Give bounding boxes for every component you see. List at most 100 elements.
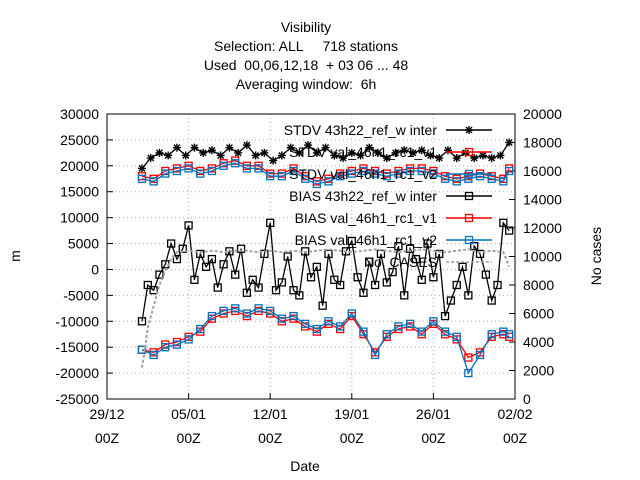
x-tick-label-date: 19/01 [334, 406, 369, 422]
data-point [196, 249, 205, 259]
data-point [499, 177, 508, 186]
data-point [429, 169, 438, 178]
series-2 [137, 159, 514, 189]
data-point [289, 166, 298, 176]
legend-label: STDV val_46h1_rc1_v2 [289, 166, 437, 182]
data-point [417, 146, 426, 155]
legend-label: STDV 43h22_ref_w inter [284, 122, 438, 138]
data-point [356, 151, 365, 160]
data-point [172, 254, 182, 264]
data-point [286, 143, 295, 152]
data-point [199, 148, 208, 157]
legend-label: BIAS 43h22_ref_w inter [289, 188, 437, 204]
data-point [452, 280, 461, 290]
data-point [464, 368, 473, 378]
data-point [254, 304, 263, 313]
data-point [137, 317, 147, 326]
data-point [271, 286, 281, 295]
data-point [321, 143, 330, 152]
data-point [475, 249, 485, 259]
data-point [359, 327, 368, 336]
y2-tick-label: 14000 [523, 192, 562, 208]
data-point [487, 174, 496, 183]
data-point [242, 164, 252, 173]
data-point [219, 260, 228, 269]
data-point [251, 151, 260, 160]
y-tick-label: 25000 [60, 132, 99, 148]
data-point [429, 317, 438, 326]
legend-marker [464, 191, 474, 201]
data-point [411, 254, 421, 264]
data-point [475, 350, 485, 360]
data-point [382, 172, 391, 181]
data-point [435, 154, 444, 163]
data-point [458, 262, 467, 272]
data-point [487, 330, 496, 339]
data-point [359, 166, 368, 176]
x-tick-label-hour: 00Z [421, 430, 446, 446]
data-point [324, 317, 333, 326]
data-point [260, 148, 269, 157]
data-point [347, 169, 356, 178]
data-point [388, 267, 397, 277]
y2-tick-label: 10000 [523, 249, 562, 265]
data-point [266, 306, 275, 316]
series-layer [137, 138, 514, 378]
data-point [289, 311, 298, 321]
x-tick-label-hour: 00Z [503, 430, 528, 446]
data-point [374, 148, 383, 157]
data-point [405, 319, 415, 329]
data-point [248, 275, 257, 284]
data-point [359, 288, 368, 297]
data-point [487, 296, 496, 305]
y-tick-label: 20000 [60, 158, 99, 174]
data-point [470, 241, 479, 251]
y-axis-ticks: -25000 -20000 -15000 -10000 -5000 0 5000 10000 1… [55, 106, 113, 407]
chart-title-line-4: Averaging window: 6h [236, 76, 377, 92]
data-point [400, 146, 409, 155]
data-point [295, 291, 304, 300]
data-point [353, 273, 362, 282]
data-point [254, 283, 263, 292]
data-point [443, 146, 452, 155]
plot-frame [106, 113, 516, 400]
x-tick-label-date: 02/02 [497, 406, 532, 422]
data-point [149, 177, 158, 186]
data-point [207, 311, 217, 321]
data-point [295, 148, 304, 157]
legend-label: No. CASES [364, 254, 437, 270]
data-point [464, 174, 473, 183]
data-point [382, 278, 391, 287]
y2-tick-label: 4000 [523, 334, 554, 350]
data-point [236, 244, 246, 253]
data-point [347, 148, 356, 157]
data-point [426, 151, 435, 160]
data-point [312, 262, 321, 272]
data-point [400, 291, 409, 300]
data-point [335, 322, 345, 331]
data-point [149, 286, 158, 295]
data-point [254, 164, 263, 173]
data-point [216, 151, 225, 160]
data-point [277, 172, 287, 181]
x-tick-label-date: 26/01 [416, 406, 451, 422]
y2-tick-label: 0 [523, 391, 531, 407]
data-point [452, 332, 461, 341]
data-point [330, 275, 339, 284]
x-tick-label-date: 12/01 [253, 406, 288, 422]
data-point [231, 270, 240, 279]
data-point [335, 172, 345, 181]
y2-tick-label: 20000 [523, 106, 562, 122]
chart-title-line-2: Selection: ALL 718 stations [214, 38, 398, 54]
data-point [394, 241, 403, 251]
data-point [277, 151, 286, 160]
data-point [143, 280, 152, 290]
data-point [161, 169, 170, 178]
data-point [429, 273, 438, 282]
data-point [242, 288, 252, 297]
x-axis-ticks: 29/12 00Z 05/01 00Z 12/01 00Z 19/01 00Z 26/01 00Z… [89, 393, 533, 446]
data-point [277, 278, 287, 287]
data-point [370, 350, 380, 360]
data-point [312, 179, 321, 189]
